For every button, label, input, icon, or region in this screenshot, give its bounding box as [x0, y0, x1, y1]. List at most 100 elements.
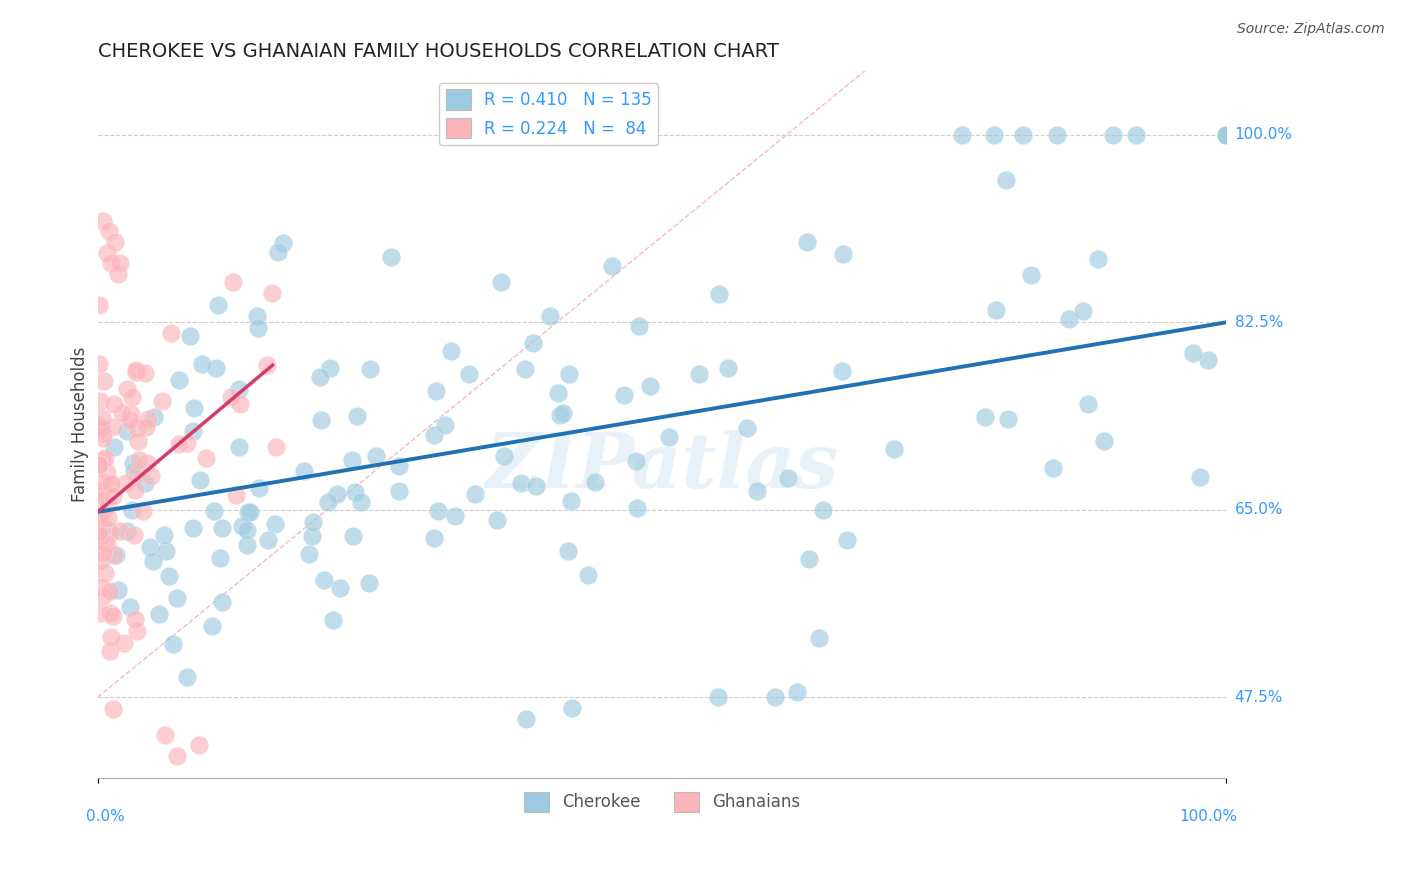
- Point: [87, 530, 110, 544]
- Point: [166, 749, 188, 764]
- Point: [709, 287, 731, 301]
- Point: [111, 406, 134, 420]
- Point: [557, 544, 579, 558]
- Point: [778, 471, 800, 485]
- Point: [127, 421, 149, 435]
- Point: [222, 275, 245, 289]
- Text: 47.5%: 47.5%: [1234, 690, 1282, 705]
- Point: [136, 412, 159, 426]
- Point: [464, 486, 486, 500]
- Point: [89, 493, 111, 508]
- Point: [101, 608, 124, 623]
- Point: [380, 250, 402, 264]
- Point: [267, 245, 290, 260]
- Text: 82.5%: 82.5%: [1234, 315, 1282, 330]
- Point: [796, 235, 818, 249]
- Point: [176, 670, 198, 684]
- Point: [98, 583, 121, 598]
- Point: [97, 224, 120, 238]
- Point: [127, 434, 149, 448]
- Point: [93, 534, 115, 549]
- Point: [340, 453, 363, 467]
- Point: [1046, 128, 1069, 142]
- Point: [118, 599, 141, 614]
- Point: [600, 260, 623, 274]
- Point: [127, 467, 149, 481]
- Point: [301, 529, 323, 543]
- Point: [166, 591, 188, 606]
- Point: [124, 483, 146, 497]
- Point: [91, 453, 114, 467]
- Point: [121, 503, 143, 517]
- Point: [90, 554, 112, 568]
- Point: [152, 393, 174, 408]
- Point: [87, 508, 110, 523]
- Point: [1071, 304, 1094, 318]
- Text: 65.0%: 65.0%: [1234, 502, 1284, 517]
- Point: [93, 451, 115, 466]
- Point: [763, 690, 786, 705]
- Point: [162, 636, 184, 650]
- Point: [524, 479, 547, 493]
- Point: [359, 575, 381, 590]
- Point: [301, 516, 323, 530]
- Point: [1182, 346, 1205, 360]
- Point: [359, 361, 381, 376]
- Point: [717, 361, 740, 376]
- Point: [183, 401, 205, 416]
- Point: [125, 624, 148, 639]
- Point: [96, 465, 118, 479]
- Point: [96, 537, 118, 551]
- Point: [91, 427, 114, 442]
- Point: [188, 473, 211, 487]
- Point: [136, 457, 159, 471]
- Point: [89, 393, 111, 408]
- Point: [87, 298, 110, 312]
- Point: [273, 235, 295, 250]
- Point: [98, 606, 121, 620]
- Point: [423, 428, 446, 442]
- Point: [326, 487, 349, 501]
- Point: [831, 364, 853, 378]
- Point: [624, 454, 647, 468]
- Point: [94, 566, 117, 580]
- Point: [786, 685, 808, 699]
- Point: [142, 553, 165, 567]
- Point: [122, 456, 145, 470]
- Point: [169, 373, 191, 387]
- Point: [211, 521, 233, 535]
- Point: [247, 481, 270, 495]
- Point: [444, 509, 467, 524]
- Point: [561, 701, 583, 715]
- Point: [181, 425, 204, 439]
- Point: [950, 128, 973, 142]
- Point: [837, 533, 859, 547]
- Point: [388, 458, 411, 473]
- Point: [707, 690, 730, 705]
- Point: [225, 488, 247, 502]
- Point: [91, 484, 114, 499]
- Point: [124, 612, 146, 626]
- Point: [207, 298, 229, 312]
- Point: [160, 326, 183, 341]
- Point: [91, 421, 114, 435]
- Point: [1057, 312, 1080, 326]
- Point: [583, 475, 606, 490]
- Point: [807, 631, 830, 645]
- Point: [176, 436, 198, 450]
- Point: [883, 442, 905, 456]
- Point: [538, 310, 561, 324]
- Point: [195, 450, 218, 465]
- Point: [219, 390, 242, 404]
- Point: [547, 386, 569, 401]
- Point: [157, 568, 180, 582]
- Point: [117, 382, 139, 396]
- Legend: Cherokee, Ghanaians: Cherokee, Ghanaians: [517, 785, 807, 819]
- Point: [191, 357, 214, 371]
- Point: [236, 524, 259, 538]
- Point: [134, 476, 156, 491]
- Point: [98, 525, 121, 540]
- Point: [122, 464, 145, 478]
- Point: [90, 411, 112, 425]
- Point: [202, 503, 225, 517]
